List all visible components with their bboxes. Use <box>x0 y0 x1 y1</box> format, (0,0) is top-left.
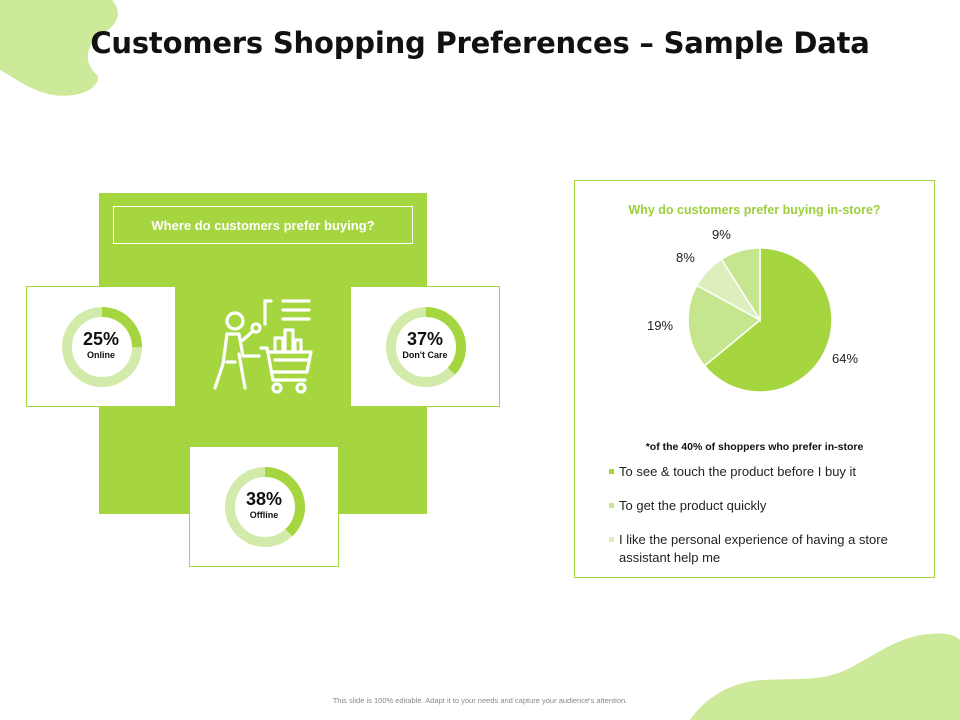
donut-arc <box>386 307 466 387</box>
pie-data-label-1: 19% <box>647 318 674 333</box>
legend-label: To get the product quickly <box>619 498 767 513</box>
donut-caption-dont-care: Don't Care <box>402 350 448 360</box>
pie-data-label-2: 8% <box>676 250 695 265</box>
footer-note: This slide is 100% editable. Adapt it to… <box>332 696 628 705</box>
instore-reasons-panel: Why do customers prefer buying in-store?… <box>574 180 935 578</box>
legend-swatch <box>609 503 614 508</box>
legend-label: To see & touch the product before I buy … <box>619 464 857 479</box>
donut-card-online: 25% Online <box>26 286 176 407</box>
legend-label: I like the personal experience of having… <box>619 532 888 565</box>
instore-reasons-pie-chart <box>687 247 833 393</box>
pie-data-label-3: 9% <box>712 227 731 242</box>
legend-swatch <box>609 469 614 474</box>
shopper-with-cart-icon <box>213 299 313 394</box>
legend-item: To see & touch the product before I buy … <box>609 463 919 481</box>
pie-footnote: *of the 40% of shoppers who prefer in-st… <box>645 441 864 453</box>
pie-data-label-0: 64% <box>832 351 859 366</box>
panel-header: Where do customers prefer buying? <box>113 206 413 244</box>
legend-item: To get the product quickly <box>609 497 919 515</box>
donut-chart-online <box>62 307 142 387</box>
slide-title: Customers Shopping Preferences – Sample … <box>90 26 870 60</box>
donut-caption-offline: Offline <box>249 510 279 520</box>
legend-item: I like the personal experience of having… <box>609 531 919 567</box>
donut-chart-offline <box>225 467 305 547</box>
pie-legend: To see & touch the product before I buy … <box>609 463 919 583</box>
donut-caption-online: Online <box>86 350 115 360</box>
donut-percent-dont-care: 37% <box>406 329 444 349</box>
pie-slice-3 <box>720 247 761 323</box>
donut-percent-offline: 38% <box>245 489 283 509</box>
pie-slice-1 <box>687 284 762 367</box>
donut-arc <box>225 467 305 547</box>
donut-chart-dont-care <box>386 307 466 387</box>
donut-percent-online: 25% <box>82 329 120 349</box>
donut-arc <box>62 307 142 387</box>
donut-card-dont-care: 37% Don't Care <box>350 286 500 407</box>
legend-swatch <box>609 537 614 542</box>
donut-card-offline: 38% Offline <box>189 446 339 567</box>
pie-chart-title: Why do customers prefer buying in-store? <box>628 203 881 217</box>
pie-slice-0 <box>703 247 833 393</box>
